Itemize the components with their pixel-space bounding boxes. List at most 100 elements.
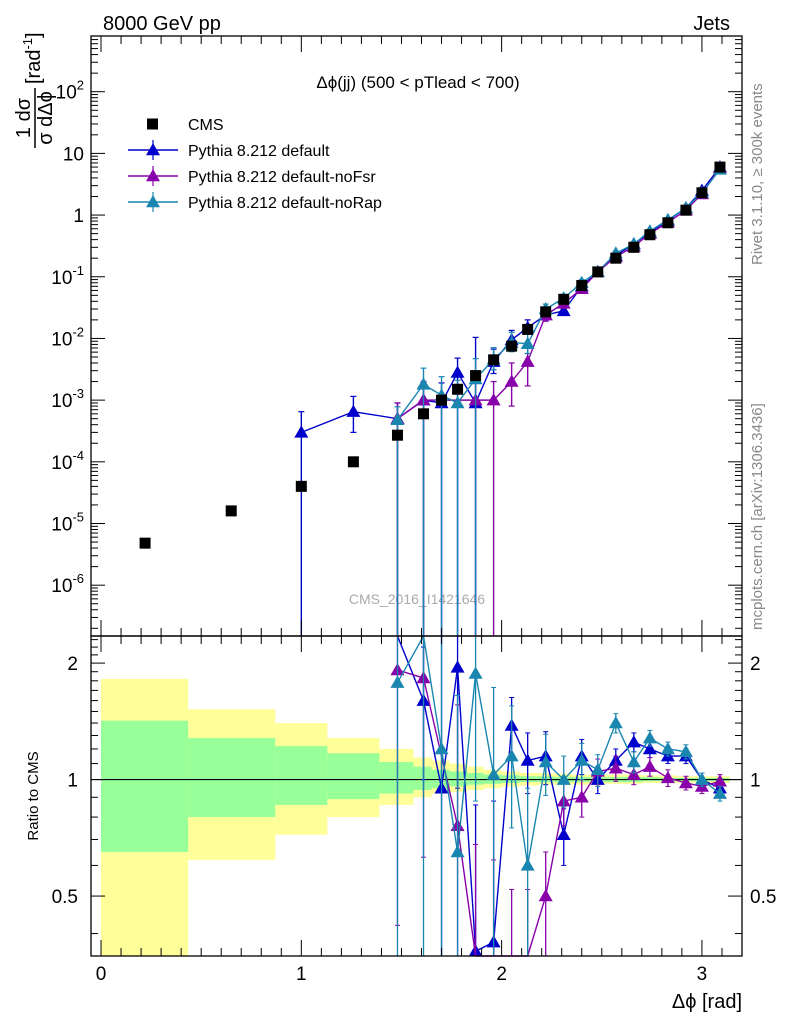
tick-exponent: 2 [77,78,84,93]
data-point [139,537,151,549]
ratio-point [556,827,571,841]
data-point [662,217,674,229]
x-tick-label: 0 [96,964,107,985]
data-point [452,383,464,395]
ratio-point [626,755,641,768]
ratio-point [468,666,483,679]
ratio-point [556,772,571,785]
ratio-y-tick-label: 1 [67,771,78,792]
ylabel-unit-sup: -1 [20,38,35,50]
data-point [450,395,465,409]
legend-entry-pythia-8-212-default-norap: Pythia 8.212 default-noRap [128,192,382,212]
ratio-point [712,786,727,799]
stat-band-bin [188,738,276,818]
ratio-point [504,749,519,762]
ratio-point [678,775,693,789]
tick-exponent: -5 [72,509,84,524]
data-point [486,393,501,406]
ratio-point [590,762,605,776]
data-point [610,252,622,264]
ratio-point [660,741,675,755]
ratio-point [626,767,641,780]
ratio-point [660,770,675,784]
x-tick-label: 1 [296,964,307,985]
data-point [450,365,465,378]
legend-label: Pythia 8.212 default [188,143,330,160]
main-y-tick-label: 10-3 [51,386,84,412]
data-point [540,306,552,318]
data-point [520,354,535,367]
legend-marker [146,143,160,156]
data-point [416,377,431,390]
ratio-y-tick-label: 0.5 [52,887,78,908]
analysis-watermark: CMS_2016_I1421646 [349,591,485,607]
legend-label: CMS [188,117,224,134]
header-right: Jets [693,13,730,35]
x-axis-label: Δϕ [rad] [672,991,742,1013]
ylabel-frac-den: σ dΔϕ [35,91,57,145]
data-point [436,394,448,406]
data-point [391,429,403,441]
main-y-tick-label: 1 [73,206,84,227]
ylabel-frac-num: 1 dσ [13,97,35,138]
ratio-point [486,767,501,780]
data-point [418,408,430,420]
series-line [397,167,721,420]
ratio-point [642,759,657,772]
tick-base: 10 [56,83,77,104]
series-cms [139,161,726,549]
main-y-tick-label: 10-2 [51,324,84,350]
plot-title: Δϕ(jj) (500 < pTlead < 700) [316,73,519,92]
data-point [346,404,361,417]
ratio-frame [90,635,743,957]
data-point [390,412,405,426]
ratio-line [396,635,721,953]
legend-marker [146,169,160,182]
tick-base: 1 [73,206,84,227]
main-y-tick-label: 10-4 [51,448,84,474]
data-point [347,456,359,468]
data-point [628,241,640,253]
ratio-point [520,753,535,766]
stat-band-bin [379,762,414,794]
ratio-y-tick-label-right: 2 [750,654,761,675]
ratio-point [608,716,623,729]
main-series-layer [139,160,727,636]
ratio-point [626,735,641,748]
ylabel-unit-close: ] [23,32,45,38]
legend-label: Pythia 8.212 default-noRap [188,195,382,212]
legend-entry-pythia-8-212-default-nofsr: Pythia 8.212 default-noFsr [128,166,376,186]
legend: CMS Pythia 8.212 default Pythia 8.212 defa… [128,117,382,212]
y-axis-label-ratio: Ratio to CMS [25,751,42,840]
ylabel-unit: [rad-1] [20,32,45,84]
ratio-series-layer [390,633,727,957]
tick-base: 10 [51,453,72,474]
ratio-point [538,889,553,902]
ratio-point [574,790,589,803]
main-y-tick-label: 10-5 [51,509,84,535]
data-point [506,340,518,352]
legend-marker [147,118,158,130]
ratio-point [450,844,465,858]
tick-exponent: -4 [72,448,84,463]
tick-base: 10 [51,514,72,535]
ratio-point [608,761,623,774]
ratio-point [520,858,535,871]
tick-exponent: -3 [72,386,84,401]
ratio-y-tick-label-right: 1 [750,771,761,792]
ratio-point [574,753,589,766]
ratio-point [694,772,709,785]
tick-exponent: -2 [72,324,84,339]
x-tick-label: 3 [697,964,708,985]
legend-label: Pythia 8.212 default-noFsr [188,169,376,186]
main-y-tick-label: 10-1 [51,263,84,289]
data-point [470,370,482,382]
stat-band-bin [449,771,468,787]
data-point [592,266,604,278]
x-tick-label: 2 [496,964,507,985]
data-point [295,480,307,492]
tick-base: 10 [51,329,72,350]
header-left: 8000 GeV pp [103,13,221,35]
